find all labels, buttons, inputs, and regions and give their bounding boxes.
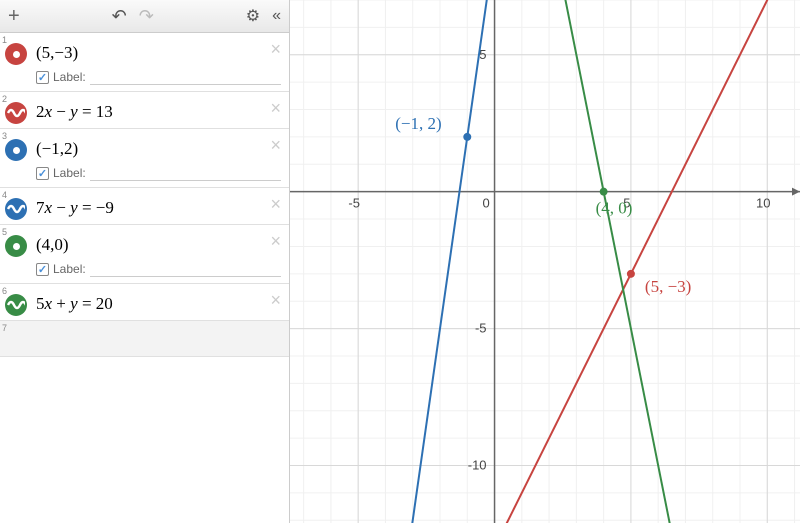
svg-text:(−1, 2): (−1, 2) [395, 114, 441, 133]
collapse-button[interactable]: « [272, 7, 281, 25]
svg-text:-5: -5 [475, 321, 487, 336]
curve-icon[interactable] [5, 198, 27, 220]
expression-text[interactable]: (5,−3) [36, 43, 281, 63]
point-icon[interactable] [5, 139, 27, 161]
label-text: Label: [53, 70, 86, 84]
delete-expression-button[interactable]: × [270, 194, 281, 215]
label-text: Label: [53, 262, 86, 276]
expression-text[interactable]: 5x + y = 20 [36, 294, 281, 314]
graph-canvas[interactable]: -50510-10-55(5, −3)(−1, 2)(4, 0) [290, 0, 800, 523]
delete-expression-button[interactable]: × [270, 290, 281, 311]
curve-icon[interactable] [5, 102, 27, 124]
delete-expression-button[interactable]: × [270, 98, 281, 119]
point-icon[interactable] [5, 235, 27, 257]
expression-row[interactable]: 6 5x + y = 20× [0, 284, 289, 321]
settings-button[interactable]: ⚙ [246, 6, 260, 26]
expression-text[interactable]: 7x − y = −9 [36, 198, 281, 218]
expression-text[interactable]: 2x − y = 13 [36, 102, 281, 122]
label-checkbox[interactable] [36, 167, 49, 180]
label-input[interactable] [90, 69, 281, 85]
expression-index: 2 [2, 94, 7, 104]
expression-index: 3 [2, 131, 7, 141]
expression-row[interactable]: 4 7x − y = −9× [0, 188, 289, 225]
label-input[interactable] [90, 261, 281, 277]
expression-text[interactable]: (−1,2) [36, 139, 281, 159]
expression-sidebar: + ↶ ↷ ⚙ « 1(5,−3)Label:×22x − y = 13×3(−… [0, 0, 290, 523]
expression-row[interactable]: 5 (4,0) Label: × [0, 225, 289, 284]
expression-row[interactable]: 3 (−1,2) Label: × [0, 129, 289, 188]
expression-index: 5 [2, 227, 7, 237]
expression-index: 1 [2, 35, 7, 45]
delete-expression-button[interactable]: × [270, 135, 281, 156]
graph-area[interactable]: -50510-10-55(5, −3)(−1, 2)(4, 0) [290, 0, 800, 523]
empty-expression-row[interactable]: 7 [0, 321, 289, 357]
label-input[interactable] [90, 165, 281, 181]
expression-index: 7 [2, 323, 7, 333]
toolbar: + ↶ ↷ ⚙ « [0, 0, 289, 33]
undo-button[interactable]: ↶ [112, 6, 127, 27]
svg-text:10: 10 [756, 196, 770, 211]
label-text: Label: [53, 166, 86, 180]
expression-index: 6 [2, 286, 7, 296]
curve-icon[interactable] [5, 294, 27, 316]
expression-row[interactable]: 2 2x − y = 13× [0, 92, 289, 129]
expression-row[interactable]: 1 (5,−3) Label: × [0, 33, 289, 92]
label-checkbox[interactable] [36, 263, 49, 276]
svg-text:0: 0 [483, 196, 490, 211]
delete-expression-button[interactable]: × [270, 39, 281, 60]
add-expression-button[interactable]: + [8, 5, 20, 28]
svg-text:-10: -10 [468, 457, 487, 472]
svg-text:(4, 0): (4, 0) [596, 199, 633, 218]
delete-expression-button[interactable]: × [270, 231, 281, 252]
expression-list: 1(5,−3)Label:×22x − y = 13×3(−1,2)Label:… [0, 33, 289, 523]
expression-index: 4 [2, 190, 7, 200]
expression-text[interactable]: (4,0) [36, 235, 281, 255]
redo-button[interactable]: ↷ [139, 6, 154, 27]
svg-text:(5, −3): (5, −3) [645, 277, 691, 296]
label-checkbox[interactable] [36, 71, 49, 84]
svg-text:-5: -5 [348, 196, 360, 211]
point-icon[interactable] [5, 43, 27, 65]
